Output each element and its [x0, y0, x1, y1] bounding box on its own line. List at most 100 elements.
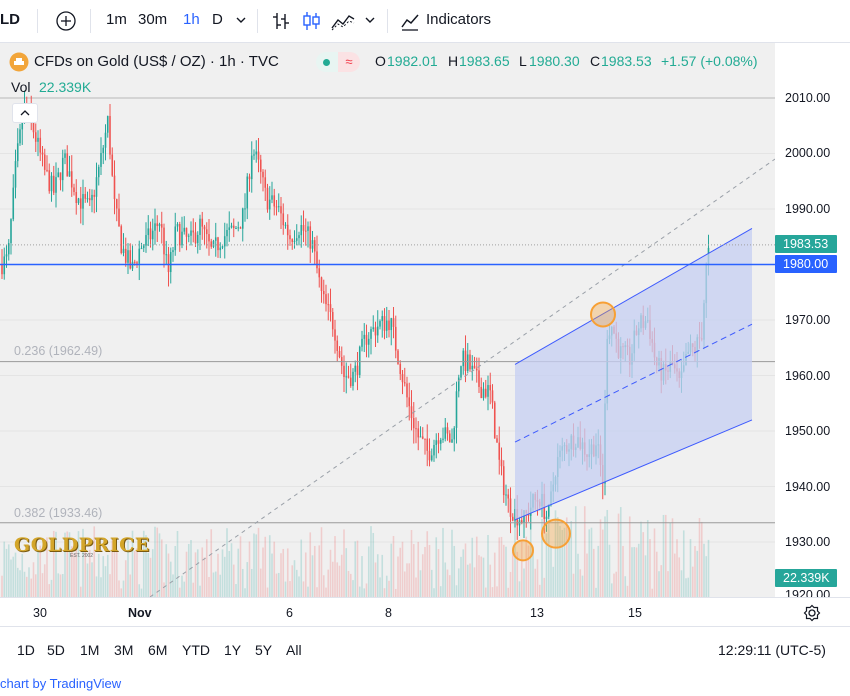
volume-bar	[79, 586, 82, 597]
symbol-search[interactable]: LD	[0, 11, 20, 28]
candle-body	[50, 175, 53, 192]
volume-bar	[590, 527, 593, 597]
candle-body	[183, 227, 186, 232]
channel-mid-line	[514, 323, 753, 443]
volume-bar	[277, 572, 280, 597]
indicators-icon[interactable]	[399, 10, 421, 32]
candle-body	[410, 406, 413, 419]
candles-chart-type-icon[interactable]	[300, 10, 322, 32]
fib-level-label: 0.236 (1962.49)	[14, 344, 103, 358]
settings-gear-icon[interactable]	[803, 604, 821, 622]
market-status-badge[interactable]: ≈	[316, 52, 360, 72]
volume-bar	[52, 530, 55, 597]
range-1m[interactable]: 1M	[80, 642, 100, 658]
volume-bar	[127, 540, 129, 597]
range-6m[interactable]: 6M	[148, 642, 168, 658]
volume-bar	[410, 529, 413, 597]
volume-bar	[284, 581, 287, 597]
interval-1h[interactable]: 1h	[183, 11, 200, 28]
candle-body	[408, 397, 411, 407]
volume-bar	[102, 556, 105, 597]
candle-body	[232, 225, 235, 229]
candle-body	[95, 177, 98, 197]
candle-body	[93, 194, 96, 197]
interval-30m[interactable]: 30m	[138, 11, 168, 28]
area-chart-type-icon[interactable]	[330, 10, 356, 32]
price-axis[interactable]: 2010.00 2000.00 1990.00 1970.00 1960.00 …	[775, 43, 850, 602]
time-tick: 6	[286, 606, 293, 620]
candle-body	[230, 225, 233, 228]
time-axis[interactable]: 30 Nov 6 8 13 15	[0, 597, 850, 626]
candle-body	[174, 226, 177, 251]
collapse-legend-button[interactable]	[12, 103, 38, 123]
candle-body	[192, 230, 195, 233]
volume-bar	[703, 543, 705, 597]
volume-bar	[88, 549, 91, 597]
volume-bar	[363, 588, 366, 597]
candle-body	[419, 436, 422, 438]
volume-bar	[248, 541, 251, 597]
candle-body	[97, 166, 100, 178]
volume-bar	[520, 541, 523, 597]
current-price-badge: 1983.53	[775, 235, 837, 253]
candle-body	[181, 231, 183, 246]
range-1d[interactable]: 1D	[17, 642, 35, 658]
interval-1m[interactable]: 1m	[106, 11, 127, 28]
timezone-clock[interactable]: 12:29:11 (UTC-5)	[718, 642, 826, 658]
candle-body	[520, 520, 523, 523]
tradingview-credit[interactable]: chart by TradingView	[0, 676, 122, 691]
candle-body	[219, 247, 222, 251]
volume-bar	[599, 519, 602, 597]
range-1y[interactable]: 1Y	[224, 642, 242, 658]
volume-bar	[613, 573, 615, 597]
candle-body	[129, 250, 132, 269]
volume-bar	[682, 530, 685, 597]
volume-bar	[401, 541, 404, 597]
candle-body	[442, 438, 444, 440]
candle-body	[406, 383, 408, 398]
volume-bar	[379, 577, 381, 597]
candle-body	[505, 494, 507, 496]
candle-body	[7, 243, 10, 255]
volume-bar	[466, 564, 469, 597]
volume-bar	[262, 547, 264, 597]
range-3m[interactable]: 3M	[114, 642, 134, 658]
add-compare-icon[interactable]	[55, 10, 77, 32]
chevron-down-icon[interactable]	[235, 15, 247, 25]
interval-d[interactable]: D	[212, 11, 223, 28]
volume-bar	[412, 544, 415, 597]
indicators-button[interactable]: Indicators	[426, 11, 492, 28]
candle-body	[300, 224, 303, 236]
candle-body	[226, 229, 228, 237]
volume-bar	[208, 577, 210, 597]
volume-bar	[199, 585, 201, 597]
range-5y[interactable]: 5Y	[255, 642, 273, 658]
volume-bar	[511, 551, 514, 597]
range-5d[interactable]: 5D	[47, 642, 65, 658]
candle-body	[487, 385, 489, 397]
candle-body	[228, 227, 231, 230]
volume-bar	[478, 555, 480, 597]
candle-body	[309, 226, 312, 249]
chevron-down-icon[interactable]	[364, 15, 376, 25]
bar-chart-type-icon[interactable]	[270, 10, 292, 32]
volume-bar	[12, 556, 15, 597]
range-all[interactable]: All	[286, 642, 302, 658]
volume-bar	[282, 548, 285, 597]
volume-bar	[680, 570, 683, 597]
volume-bar	[475, 536, 478, 597]
range-ytd[interactable]: YTD	[182, 642, 210, 658]
price-chart[interactable]	[0, 43, 776, 598]
volume-bar	[316, 587, 318, 597]
volume-bar	[439, 586, 442, 597]
price-tick: 1950.00	[785, 424, 831, 438]
candle-body	[282, 213, 285, 226]
volume-bar	[129, 574, 132, 597]
symbol-title[interactable]: CFDs on Gold (US$ / OZ) · 1h · TVC	[34, 53, 279, 70]
volume-bar	[653, 528, 656, 597]
volume-bar	[588, 529, 591, 597]
chart-pane[interactable]	[0, 43, 776, 598]
candle-body	[318, 268, 321, 278]
candle-body	[77, 198, 80, 203]
candle-body	[115, 199, 118, 209]
